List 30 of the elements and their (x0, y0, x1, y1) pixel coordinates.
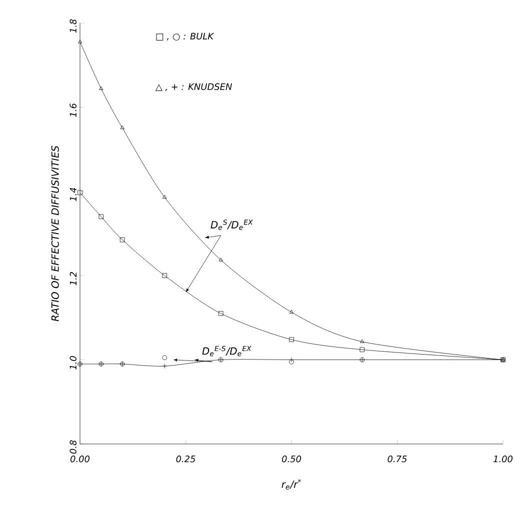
x-tick-label: 1.00 (493, 456, 513, 462)
point (120, 125, 124, 130)
point (289, 360, 294, 364)
y-tick-label: 1.6 (70, 103, 76, 117)
y-tick-label: 1.4 (70, 188, 76, 202)
x-tick-label: 0.75 (388, 456, 407, 462)
y-tick-label: 1.0 (70, 356, 76, 370)
y-tick-label: 0.8 (70, 440, 76, 454)
point (289, 310, 294, 314)
point (218, 311, 224, 316)
x-tick-label: 0.00 (70, 456, 90, 462)
y-tick-label: 1.8 (70, 19, 76, 33)
point (120, 237, 125, 242)
x-tick-label: 0.50 (282, 456, 302, 462)
annotation: □ , ○ : BULK (156, 32, 214, 41)
y-axis-title: RATIO OF EFFECTIVE DIFFUSIVITIES (51, 146, 59, 322)
point (162, 355, 167, 360)
y-tick-label: 1.2 (70, 272, 76, 286)
point (78, 190, 82, 196)
point (162, 273, 167, 278)
x-tick-label: 0.25 (176, 456, 196, 462)
point (289, 337, 294, 342)
point (99, 86, 104, 90)
point (98, 214, 104, 220)
point (360, 347, 365, 352)
point (218, 258, 223, 262)
annotation: △ , + : KNUDSEN (155, 83, 232, 92)
point (360, 339, 364, 343)
point (162, 194, 167, 199)
x-axis-title: r$_{e}$/r$^{*}$ (282, 479, 301, 490)
